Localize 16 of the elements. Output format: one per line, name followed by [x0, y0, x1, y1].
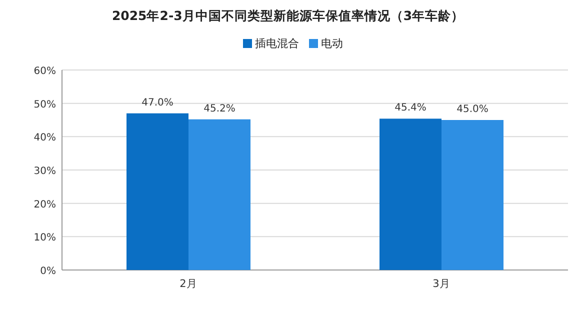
y-tick-label: 60%	[34, 66, 56, 77]
y-tick-label: 0%	[40, 266, 56, 277]
y-tick-label: 20%	[34, 199, 56, 210]
legend-label: 电动	[321, 37, 343, 50]
y-tick-label: 30%	[34, 166, 56, 177]
data-label: 45.2%	[204, 103, 236, 114]
y-tick-label: 10%	[34, 232, 56, 244]
data-label: 45.0%	[456, 104, 488, 115]
x-tick-label: 3月	[432, 278, 450, 290]
chart-title: 2025年2-3月中国不同类型新能源车保值率情况（3年车龄）	[112, 8, 464, 23]
x-tick-label: 2月	[180, 278, 198, 290]
y-tick-label: 40%	[34, 132, 56, 144]
data-label: 45.4%	[394, 102, 426, 114]
y-tick-label: 50%	[34, 99, 56, 110]
legend-label: 插电混合	[255, 37, 299, 50]
data-label: 47.0%	[142, 97, 174, 108]
